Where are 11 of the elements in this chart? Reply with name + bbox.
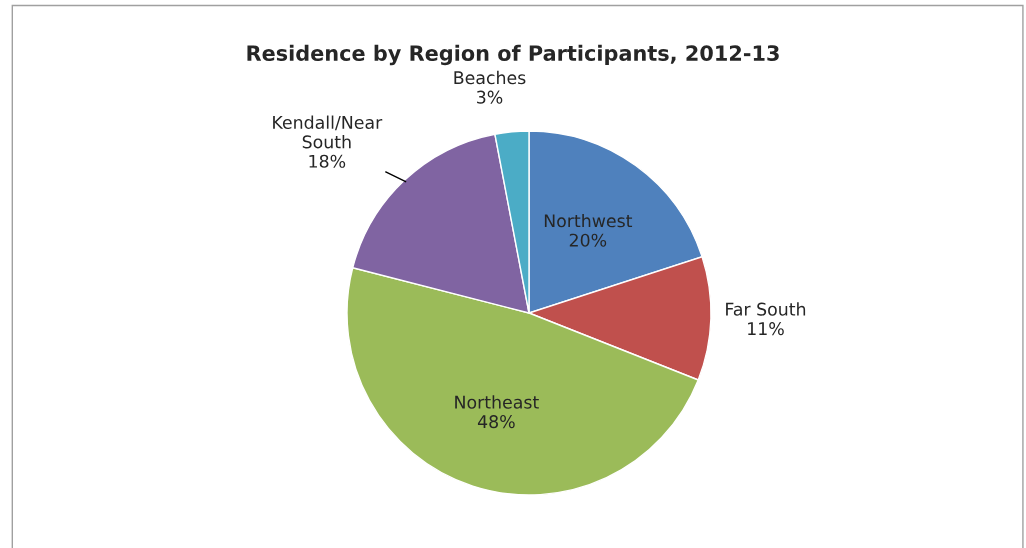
data-label: 3% [477,90,503,104]
slice-label: Northeast [455,395,539,409]
slice-label: Far South [726,302,806,316]
data-label: 20% [569,233,607,247]
slice-label: Northwest [544,213,633,228]
data-label: 48% [477,415,515,429]
data-label: 18% [309,154,346,168]
slice-label: Beaches [454,70,526,85]
slice-label: Kendall/Near South [273,115,383,149]
chart-title: Residence by Region of Participants, 2012-13 [247,44,779,66]
data-label: 11% [748,322,784,336]
